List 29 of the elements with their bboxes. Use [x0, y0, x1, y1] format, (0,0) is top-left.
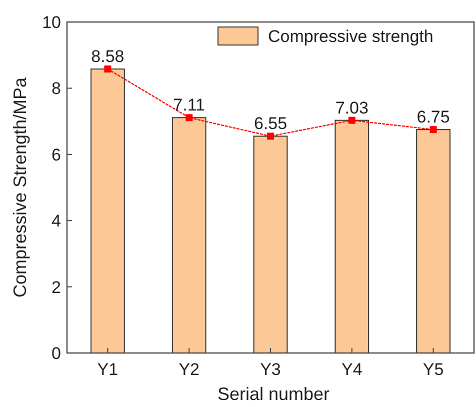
- data-label: 7.03: [335, 98, 368, 118]
- x-tick-label: Y4: [342, 360, 362, 379]
- legend-label: Compressive strength: [268, 26, 434, 46]
- point: [186, 114, 193, 122]
- data-label: 8.58: [91, 47, 124, 66]
- data-label: 6.55: [254, 114, 288, 134]
- point: [348, 116, 356, 124]
- y-tick-label: 6: [52, 145, 61, 164]
- x-tick-label: Y2: [178, 360, 200, 379]
- x-tick-label: Y1: [97, 360, 118, 379]
- y-tick-label: 4: [52, 212, 61, 231]
- data-label: 6.75: [416, 108, 450, 127]
- y-tick-label: 0: [52, 344, 61, 363]
- bar: [416, 129, 450, 354]
- point: [267, 132, 274, 140]
- y-tick-label: 2: [52, 278, 61, 297]
- data-label: 7.11: [173, 96, 206, 115]
- x-tick-label: Y3: [260, 360, 281, 379]
- point: [430, 126, 437, 134]
- bar: [253, 136, 288, 354]
- point: [104, 66, 112, 72]
- bar: [334, 120, 370, 354]
- bar: [172, 117, 206, 354]
- y-tick-label: 8: [52, 79, 61, 98]
- y-axis-title: Compressive Strength/MPa: [10, 76, 30, 298]
- y-tick-label: 10: [42, 12, 61, 32]
- bar: [90, 68, 125, 354]
- x-tick-label: Y5: [422, 360, 444, 379]
- x-axis-title: Serial number: [217, 384, 330, 404]
